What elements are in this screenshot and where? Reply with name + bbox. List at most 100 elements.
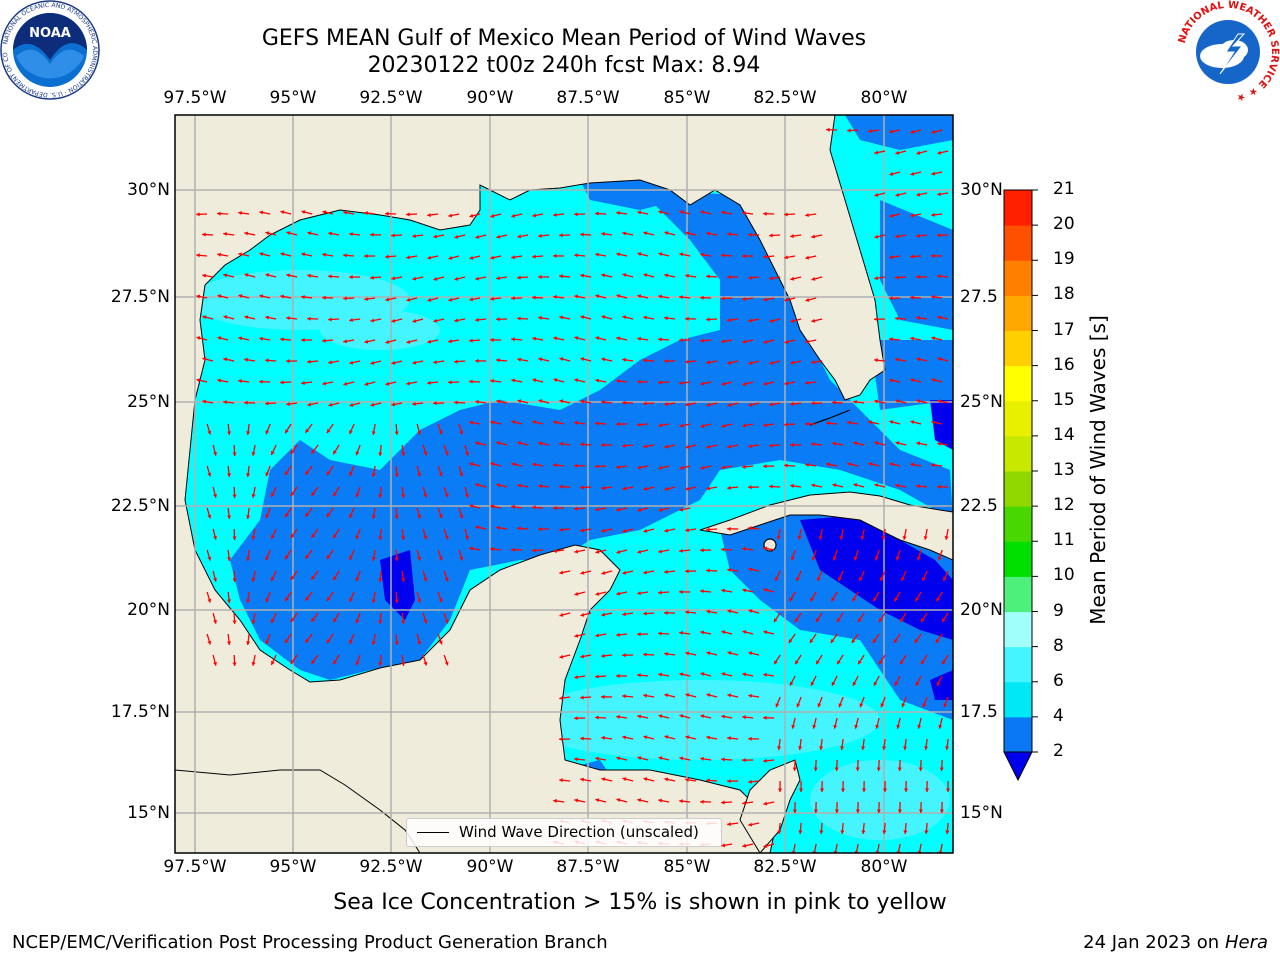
wind-wave-arrow — [838, 696, 844, 708]
wind-wave-arrow — [658, 380, 670, 385]
wind-wave-arrow — [532, 295, 544, 300]
wind-wave-arrow — [370, 402, 382, 407]
colorbar-tick-label: 15 — [1053, 389, 1075, 410]
wind-wave-arrow — [798, 738, 803, 750]
wind-wave-arrow — [310, 528, 319, 539]
wind-wave-arrow — [364, 381, 376, 386]
wind-wave-arrow — [322, 381, 334, 386]
wind-wave-arrow — [401, 444, 406, 456]
wind-wave-arrow — [917, 717, 922, 729]
colorbar-tick-label: 6 — [1053, 670, 1064, 691]
wind-wave-arrow — [700, 252, 712, 257]
wind-wave-arrow — [882, 822, 887, 835]
wind-wave-arrow — [496, 483, 508, 488]
wind-wave-arrow — [727, 822, 739, 827]
wind-wave-arrow — [246, 549, 251, 561]
wind-wave-arrow — [748, 736, 760, 741]
wind-wave-arrow — [837, 570, 844, 582]
wind-wave-arrow — [511, 547, 523, 552]
wind-wave-arrow — [328, 360, 340, 365]
wind-wave-arrow — [246, 591, 251, 603]
wind-wave-arrow — [370, 360, 382, 365]
wind-wave-arrow — [559, 484, 571, 489]
wind-wave-arrow — [855, 759, 860, 772]
wind-wave-arrow — [394, 549, 399, 562]
lon-tick-top: 97.5°W — [163, 88, 227, 108]
wind-wave-arrow — [706, 693, 718, 698]
wind-wave-arrow — [790, 233, 802, 239]
wind-wave-arrow — [861, 822, 866, 835]
wind-wave-arrow — [246, 465, 251, 477]
wind-wave-arrow — [443, 528, 449, 540]
wind-wave-arrow — [811, 276, 823, 281]
wind-wave-arrow — [244, 357, 256, 362]
wind-wave-arrow — [700, 756, 712, 761]
wind-wave-arrow — [875, 717, 880, 729]
wind-wave-arrow — [496, 399, 508, 404]
wind-wave-arrow — [826, 421, 838, 426]
wind-wave-arrow — [664, 401, 676, 407]
wind-wave-arrow — [679, 672, 691, 677]
wind-wave-arrow — [490, 504, 502, 509]
wind-wave-arrow — [371, 465, 376, 477]
wind-wave-arrow — [664, 444, 676, 449]
wind-wave-arrow — [448, 339, 460, 344]
wind-wave-arrow — [790, 360, 802, 365]
wind-wave-arrow — [811, 318, 823, 323]
wind-wave-arrow — [874, 150, 886, 155]
wind-wave-arrow — [922, 696, 928, 708]
wind-wave-arrow — [422, 570, 428, 582]
wind-wave-arrow — [895, 150, 907, 155]
wind-wave-arrow — [448, 297, 460, 302]
wind-wave-arrow — [916, 549, 922, 561]
wind-wave-arrow — [664, 610, 676, 615]
wind-wave-arrow — [931, 129, 943, 134]
wind-wave-arrow — [517, 234, 529, 239]
wind-wave-arrow — [727, 485, 739, 490]
wind-wave-arrow — [595, 756, 607, 761]
wind-wave-arrow — [637, 336, 649, 341]
wind-wave-arrow — [412, 276, 424, 281]
wind-wave-arrow — [574, 675, 586, 680]
wind-wave-arrow — [348, 591, 355, 603]
wind-wave-arrow — [763, 630, 775, 635]
wind-wave-arrow — [700, 423, 712, 428]
wind-wave-arrow — [517, 275, 529, 280]
wind-wave-arrow — [326, 507, 334, 518]
wind-wave-arrow — [798, 822, 803, 835]
wind-wave-arrow — [920, 654, 928, 665]
wind-wave-arrow — [304, 549, 313, 560]
wind-wave-arrow — [872, 591, 880, 602]
wind-wave-arrow — [391, 402, 403, 407]
wind-wave-arrow — [774, 570, 781, 582]
wind-wave-arrow — [244, 400, 256, 405]
wind-wave-arrow — [637, 294, 649, 299]
wind-wave-arrow — [895, 549, 901, 561]
wind-wave-arrow — [332, 528, 340, 539]
wind-wave-arrow — [574, 212, 586, 217]
wind-wave-arrow — [721, 210, 733, 215]
wind-wave-arrow — [391, 276, 403, 281]
wind-wave-arrow — [896, 717, 901, 729]
wind-wave-arrow — [943, 696, 949, 708]
wind-wave-arrow — [574, 463, 586, 468]
wind-wave-arrow — [458, 465, 464, 477]
wind-wave-arrow — [244, 273, 256, 278]
wind-wave-arrow — [202, 399, 214, 404]
wind-wave-arrow — [685, 569, 697, 574]
wind-wave-arrow — [378, 444, 383, 457]
wind-wave-arrow — [265, 358, 277, 363]
wind-wave-arrow — [622, 653, 634, 658]
wind-wave-arrow — [284, 591, 292, 602]
wind-wave-arrow — [763, 254, 775, 259]
wind-wave-arrow — [286, 359, 298, 364]
lat-tick-right: 25°N — [960, 392, 1003, 412]
wind-wave-arrow — [918, 801, 923, 814]
wind-wave-arrow — [244, 231, 256, 236]
wind-wave-arrow — [679, 756, 691, 761]
wind-wave-arrow — [580, 442, 592, 447]
wind-wave-arrow — [882, 738, 887, 750]
colorbar-segment — [1004, 716, 1032, 753]
wind-wave-arrow — [559, 274, 571, 279]
wind-wave-arrow — [679, 507, 691, 512]
